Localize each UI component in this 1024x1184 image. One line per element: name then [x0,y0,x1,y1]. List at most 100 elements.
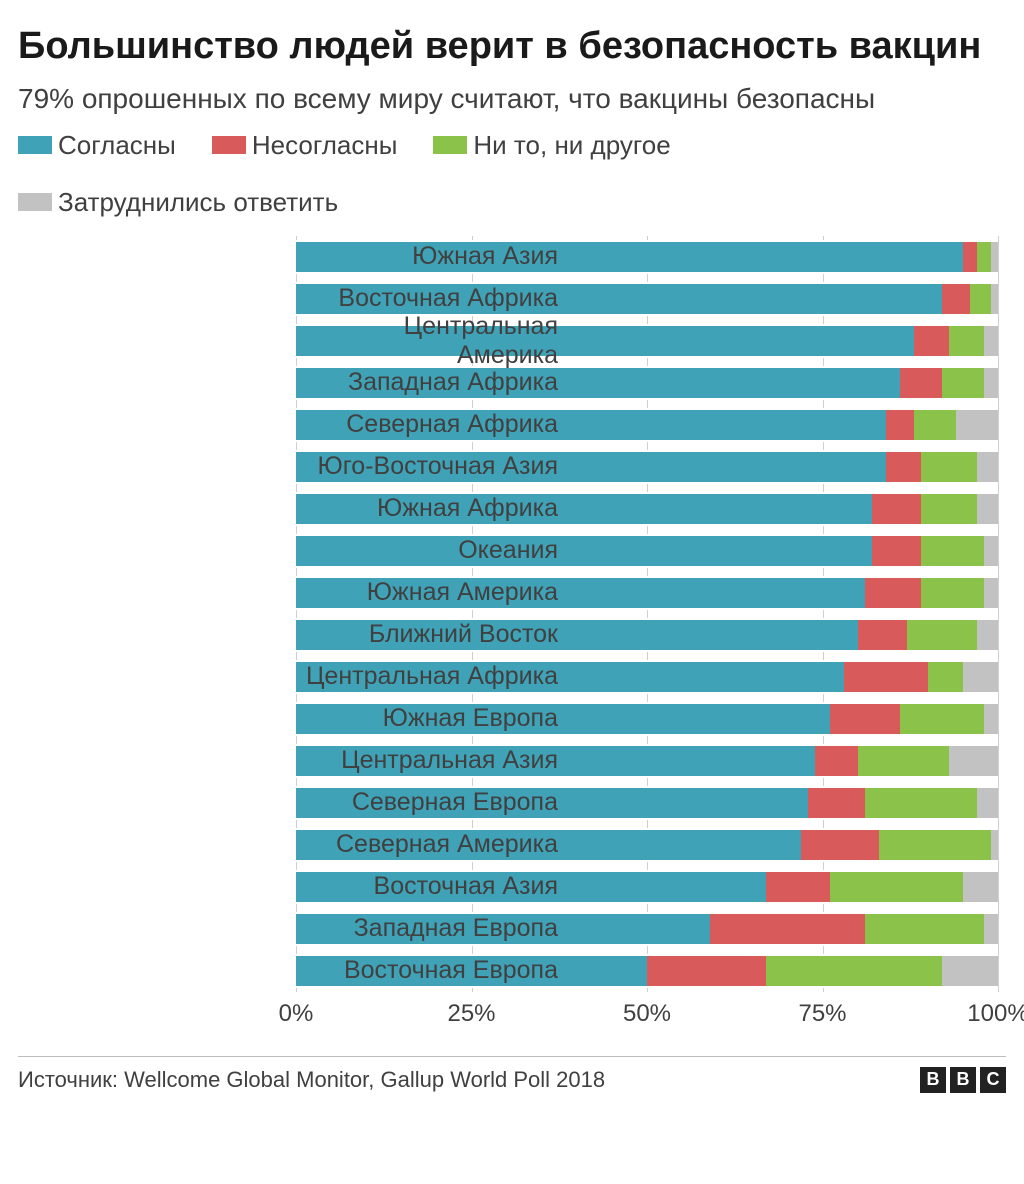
source-label: Источник: Wellcome Global Monitor, Gallu… [18,1067,605,1093]
bar-segment-disagree [914,326,949,356]
legend-label: Затруднились ответить [58,187,338,218]
bar-segment-neither [900,704,984,734]
chart-row: Северная Африка [296,404,998,446]
bar-segment-neither [830,872,963,902]
category-label: Южная Африка [296,494,566,523]
legend: Согласны Несогласны Ни то, ни другое Затруд… [18,130,1006,218]
chart-row: Южная Америка [296,572,998,614]
chart-row: Восточная Азия [296,866,998,908]
bar-segment-neither [921,536,984,566]
legend-item: Затруднились ответить [18,187,338,218]
bar-segment-disagree [963,242,977,272]
bar-segment-disagree [830,704,900,734]
brand-letter: B [920,1067,946,1093]
bar-segment-disagree [858,620,907,650]
bar-segment-neither [928,662,963,692]
chart-row: Восточная Европа [296,950,998,992]
bar-segment-dontknow [984,368,998,398]
bar-segment-neither [921,452,977,482]
legend-label: Ни то, ни другое [473,130,670,161]
category-label: Центральная Африка [296,662,566,691]
bar-segment-disagree [647,956,766,986]
bar-segment-disagree [900,368,942,398]
bar-segment-neither [970,284,991,314]
bar-segment-disagree [844,662,928,692]
legend-label: Несогласны [252,130,398,161]
bar-segment-neither [921,578,984,608]
bar-segment-disagree [801,830,878,860]
category-label: Северная Европа [296,788,566,817]
category-label: Восточная Африка [296,284,566,313]
bar-segment-neither [942,368,984,398]
bar-segment-dontknow [991,242,998,272]
bar-segment-dontknow [963,662,998,692]
chart-row: Западная Европа [296,908,998,950]
bar-segment-dontknow [977,494,998,524]
axis-tick-label: 0% [279,1000,314,1028]
bar-segment-disagree [872,536,921,566]
bar-segment-neither [907,620,977,650]
chart-row: Юго-Восточная Азия [296,446,998,488]
chart-row: Южная Европа [296,698,998,740]
bbc-logo: BBC [920,1067,1006,1093]
chart-row: Океания [296,530,998,572]
category-label: Океания [296,536,566,565]
brand-letter: B [950,1067,976,1093]
bar-segment-dontknow [984,578,998,608]
category-label: Южная Азия [296,242,566,271]
chart-row: Центральная Азия [296,740,998,782]
axis-tick-label: 75% [798,1000,846,1028]
bar-segment-disagree [886,410,914,440]
brand-letter: C [980,1067,1006,1093]
category-label: Северная Америка [296,830,566,859]
bar-segment-dontknow [977,452,998,482]
bar-segment-dontknow [956,410,998,440]
category-label: Центральная Америка [296,312,566,370]
category-label: Ближний Восток [296,620,566,649]
legend-item: Несогласны [212,130,398,161]
legend-swatch [18,136,52,154]
bar-segment-disagree [815,746,857,776]
legend-swatch [18,193,52,211]
category-label: Южная Европа [296,704,566,733]
grid-line [998,236,999,992]
legend-label: Согласны [58,130,176,161]
category-label: Юго-Восточная Азия [296,452,566,481]
bar-segment-dontknow [984,914,998,944]
bar-segment-disagree [942,284,970,314]
bar-segment-neither [879,830,991,860]
bar-segment-neither [921,494,977,524]
chart-row: Северная Европа [296,782,998,824]
x-axis: 0%25%50%75%100% [296,996,998,1030]
bar-segment-dontknow [984,704,998,734]
legend-swatch [212,136,246,154]
bar-segment-disagree [872,494,921,524]
chart-row: Южная Азия [296,236,998,278]
bar-segment-disagree [808,788,864,818]
category-label: Южная Америка [296,578,566,607]
category-label: Северная Африка [296,410,566,439]
chart-row: Центральная Америка [296,320,998,362]
bar-segment-neither [865,788,977,818]
bar-segment-dontknow [991,830,998,860]
bar-segment-neither [858,746,949,776]
chart-row: Северная Америка [296,824,998,866]
bar-segment-neither [865,914,984,944]
bar-segment-neither [977,242,991,272]
bar-segment-neither [914,410,956,440]
footer: Источник: Wellcome Global Monitor, Gallu… [18,1056,1006,1093]
bar-segment-dontknow [984,536,998,566]
legend-item: Согласны [18,130,176,161]
bar-segment-dontknow [991,284,998,314]
category-label: Восточная Европа [296,956,566,985]
legend-swatch [433,136,467,154]
category-label: Западная Европа [296,914,566,943]
bar-segment-neither [766,956,942,986]
chart-title: Большинство людей верит в безопасность в… [18,24,1006,69]
chart-row: Южная Африка [296,488,998,530]
bar-segment-disagree [710,914,864,944]
bar-segment-dontknow [977,620,998,650]
chart-rows: Южная АзияВосточная АфрикаЦентральная Ам… [296,236,998,992]
category-label: Восточная Азия [296,872,566,901]
axis-tick-label: 100% [967,1000,1024,1028]
